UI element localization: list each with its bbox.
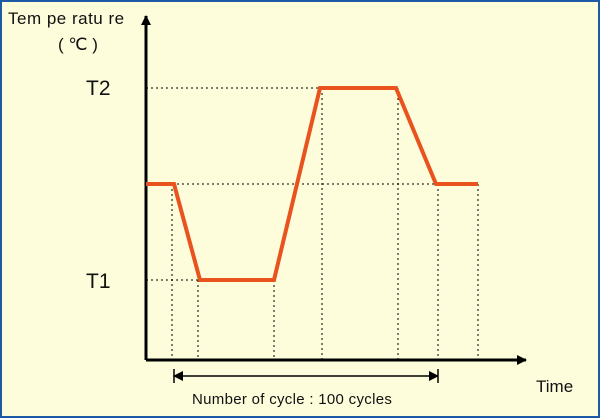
t2-label: T2 xyxy=(86,77,111,100)
y-axis-label: Tem pe ratu re xyxy=(8,9,125,28)
x-axis-label: Time xyxy=(536,377,573,396)
cycle-note: Number of cycle : 100 cycles xyxy=(192,391,392,408)
y-axis-unit: ( ℃ ) xyxy=(58,35,98,54)
t1-label: T1 xyxy=(86,270,111,293)
temperature-profile-line xyxy=(146,86,478,282)
